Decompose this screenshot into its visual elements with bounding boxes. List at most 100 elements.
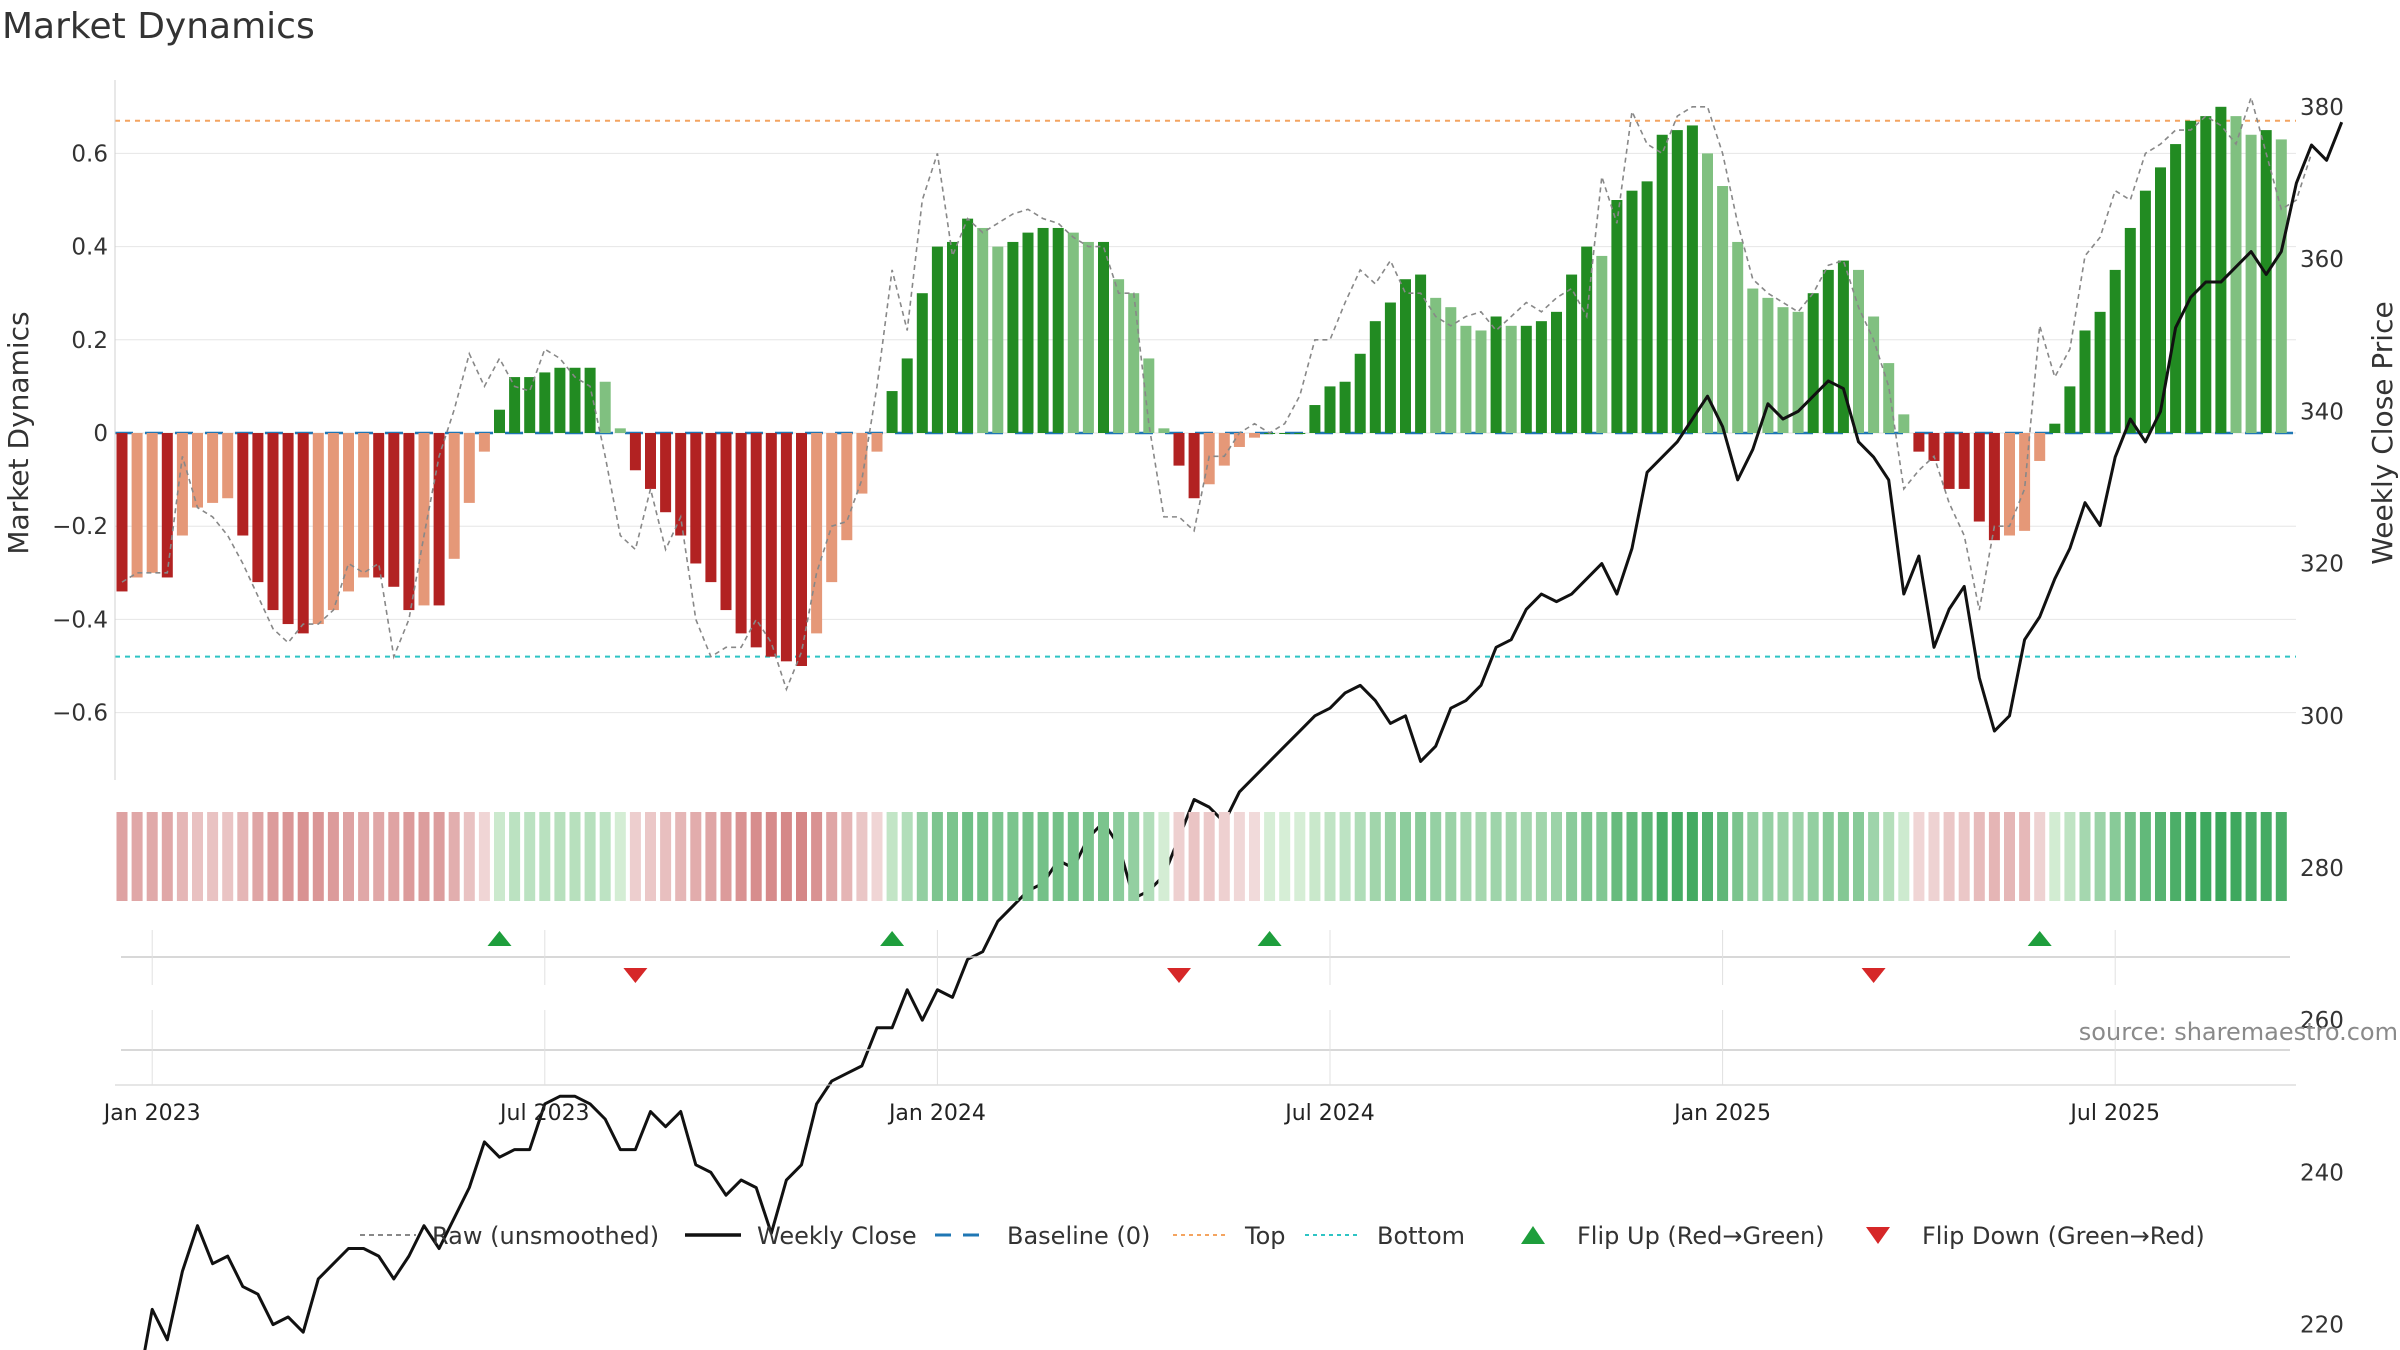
regime-cell [539,812,551,901]
dynamics-bar [1218,433,1230,466]
regime-cell [1279,812,1291,901]
y2-tick-label: 360 [2300,247,2344,273]
regime-cell [554,812,566,901]
dynamics-bar [1490,316,1502,433]
dynamics-bar [222,433,234,499]
regime-cell [327,812,339,901]
source-label: source: sharemaestro.com [2079,1018,2398,1046]
legend-item: Top [1173,1222,1286,1250]
regime-cell [1143,812,1155,901]
dynamics-bar [1883,363,1895,433]
dynamics-bar [539,372,551,433]
y2-tick-label: 380 [2300,95,2344,121]
y2-tick-label: 240 [2300,1160,2344,1186]
legend-label: Flip Down (Green→Red) [1922,1222,2205,1250]
dynamics-bar [1777,307,1789,433]
y2-tick-label: 340 [2300,399,2344,425]
dynamics-bar [1384,302,1396,433]
regime-cell [1535,812,1547,901]
dynamics-bar [116,433,128,592]
regime-cell [705,812,717,901]
legend-item: Raw (unsmoothed) [360,1222,659,1250]
regime-cell [1641,812,1653,901]
dynamics-bar [871,433,883,452]
dynamics-bar [1958,433,1970,489]
dynamics-bar [1611,200,1623,433]
regime-cell [871,812,883,901]
date-tick-label: Jan 2024 [887,1101,986,1126]
dynamics-bar [252,433,264,583]
dynamics-bar [841,433,853,541]
regime-cell [388,812,400,901]
regime-cell [660,812,672,901]
flip-down-marker [623,968,648,983]
dynamics-bar [1596,255,1608,433]
dynamics-bar [282,433,294,625]
regime-cell [2049,812,2061,901]
dynamics-bar [1294,433,1306,434]
regime-cell [1596,812,1608,901]
regime-cell [2200,812,2212,901]
regime-cell [1505,812,1517,901]
dynamics-bar [1762,297,1774,433]
dynamics-bar [826,433,838,583]
regime-cell [629,812,641,901]
dynamics-bar [614,428,626,433]
date-tick-label: Jan 2023 [102,1101,201,1126]
dynamics-bar [1943,433,1955,489]
dynamics-bar [992,246,1004,433]
dynamics-bar [1067,232,1079,433]
regime-cell [1581,812,1593,901]
dynamics-bar [2230,116,2242,434]
date-axis: Jan 2023 Jul 2023 Jan 2024 Jul 2024 Jan 2025… [102,930,2296,1126]
regime-cell [1777,812,1789,901]
dynamics-bar [1566,274,1578,433]
regime-cell [1098,812,1109,901]
y-tick-label: −0.2 [52,514,108,540]
flip-down-marker [1861,968,1886,983]
dynamics-bar [1671,130,1683,433]
flip-up-marker [1257,931,1282,946]
regime-cell [116,812,128,901]
dynamics-bars [116,106,2287,666]
regime-cell [1218,812,1230,901]
regime-cell [2109,812,2121,901]
dynamics-bar [1400,279,1411,433]
dynamics-bar [1792,311,1804,433]
dynamics-bar [1128,293,1140,433]
dynamics-bar [1535,321,1547,433]
regime-cell [796,812,807,901]
dynamics-bar [1475,330,1487,433]
regime-cell [1792,812,1804,901]
weekly-close-line [143,121,2344,1350]
dynamics-bar [1626,190,1638,433]
dynamics-bar [1022,232,1034,433]
regime-cell [750,812,762,901]
dynamics-bar [1279,433,1291,434]
dynamics-bar [1822,269,1834,433]
y2-tick-label: 220 [2300,1313,2344,1339]
regime-cell [947,812,958,901]
regime-cell [931,812,943,901]
dynamics-bar [327,433,339,611]
regime-cell [1173,812,1185,901]
date-tick-label: Jul 2025 [2068,1101,2160,1126]
legend-label: Top [1244,1222,1286,1250]
regime-cell [841,812,853,901]
dynamics-bar [373,433,385,578]
dynamics-bar [1173,433,1185,466]
dynamics-bar [554,367,566,433]
regime-cell [237,812,249,901]
regime-cell [962,812,974,901]
dynamics-bar [2064,386,2076,433]
dynamics-bar [343,433,354,592]
flip-up-marker [487,931,512,946]
dynamics-bar [131,433,143,578]
dynamics-bar [237,433,249,536]
regime-cell [811,812,823,901]
regime-cell [720,812,732,901]
dynamics-bar [901,358,913,433]
regime-cell [1520,812,1532,901]
dynamics-bar [780,433,792,662]
